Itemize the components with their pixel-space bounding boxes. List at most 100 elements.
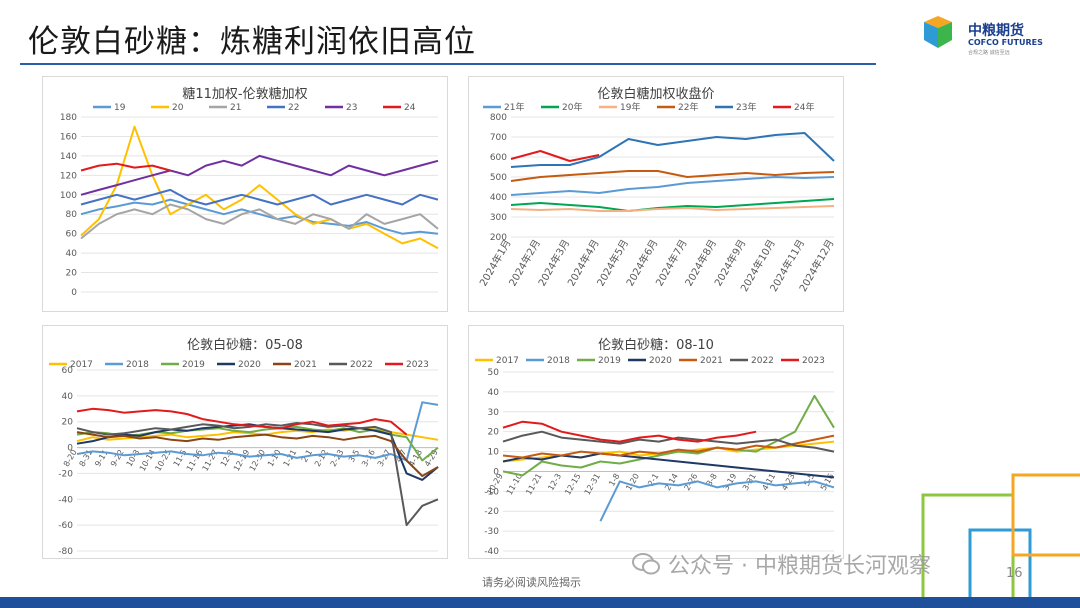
chart-panel-c3: 伦敦白砂糖：05-08 -80 -60 -40 -20 0 20 40 60 8-20 8-31 9…: [42, 325, 448, 559]
series-line-2023: [502, 420, 757, 443]
title-rule: [20, 63, 876, 65]
bottom-bar: [0, 597, 1080, 608]
y-tick-label: 10: [488, 448, 500, 458]
series-line-2018: [599, 480, 835, 522]
series-line-21: [80, 203, 439, 240]
series-line-2023: [76, 407, 408, 436]
y-tick-label: 700: [490, 133, 507, 143]
series-line-2022: [502, 430, 835, 453]
legend-label: 19: [114, 103, 126, 113]
legend-label: 22年: [678, 101, 698, 113]
y-tick-label: 80: [66, 210, 78, 220]
y-tick-label: 20: [488, 428, 500, 438]
legend-label: 2018: [547, 356, 570, 366]
wechat-icon: [632, 553, 660, 575]
y-tick-label: 60: [62, 366, 74, 376]
y-tick-label: 40: [62, 392, 74, 402]
series-line-23: [80, 154, 439, 196]
y-tick-label: 140: [60, 152, 77, 162]
y-tick-label: -80: [58, 547, 73, 557]
y-tick-label: 60: [66, 230, 78, 240]
legend-label: 22: [288, 103, 299, 113]
y-tick-label: 0: [71, 288, 77, 298]
legend-label: 2018: [126, 360, 149, 370]
watermark-text: 公众号 · 中粮期货长河观察: [668, 554, 931, 579]
y-tick-label: -40: [484, 547, 499, 557]
x-tick-label: 3-27: [376, 448, 393, 468]
x-tick-label: 12-3: [546, 472, 563, 492]
legend-label: 2017: [70, 360, 93, 370]
legend-label: 24: [404, 103, 416, 113]
x-tick-label: 11-21: [524, 472, 543, 497]
series-line-22年: [510, 170, 835, 182]
legend-label: 2020: [238, 360, 261, 370]
legend-label: 2019: [598, 356, 621, 366]
logo-sub-text: 合规之路 诚信至远: [968, 50, 1010, 56]
y-tick-label: -10: [484, 487, 499, 497]
y-tick-label: 600: [490, 153, 507, 163]
y-tick-label: 500: [490, 173, 507, 183]
x-tick-label: 4-23: [780, 472, 797, 492]
logo-cn-text: 中粮期货: [968, 23, 1024, 39]
chart-c1: 0 20 40 60 80 100 120 140 160 180 19 20 21 22 23 24: [60, 103, 439, 298]
legend-label: 2021: [700, 356, 723, 366]
legend-label: 2023: [802, 356, 825, 366]
x-tick-label: 12-30: [248, 448, 267, 473]
y-tick-label: -60: [58, 521, 73, 531]
y-tick-label: 300: [490, 213, 507, 223]
slide-title: 伦敦白砂糖：炼糖利润依旧高位: [28, 24, 476, 60]
y-tick-label: 20: [66, 269, 78, 279]
legend-label: 2023: [406, 360, 429, 370]
legend-label: 2017: [496, 356, 519, 366]
y-tick-label: -40: [58, 495, 73, 505]
y-tick-label: 160: [60, 132, 77, 142]
series-line-21年: [510, 176, 835, 196]
x-tick-label: 1-10: [266, 448, 283, 468]
legend-label: 20年: [562, 101, 582, 113]
series-line-2021: [502, 434, 835, 459]
y-tick-label: 20: [62, 418, 74, 428]
legend-label: 2019: [182, 360, 205, 370]
series-line-2018: [76, 401, 439, 462]
x-tick-label: 10-29: [485, 472, 504, 497]
chart-panel-c2: 伦敦白糖加权收盘价 200 300 400 500 600 700 800 2024年1月 20…: [468, 76, 844, 312]
y-tick-label: 200: [490, 233, 507, 243]
y-tick-label: 30: [488, 408, 500, 418]
series-line-2021: [76, 431, 439, 477]
logo-en-text: COFCO FUTURES: [968, 38, 1043, 47]
x-tick-label: 1-20: [624, 472, 641, 492]
y-tick-label: 0: [493, 467, 499, 477]
x-tick-label: 2-23: [329, 448, 346, 468]
legend-label: 21年: [504, 101, 524, 113]
legend-label: 2020: [649, 356, 672, 366]
legend-label: 23: [346, 103, 357, 113]
y-tick-label: 180: [60, 113, 77, 123]
x-tick-label: 2-14: [663, 472, 680, 492]
x-tick-label: 12-31: [583, 472, 602, 497]
page-number: 16: [1006, 566, 1023, 581]
y-tick-label: 40: [66, 249, 78, 259]
legend-label: 24年: [794, 101, 814, 113]
chart-title: 伦敦白砂糖：08-10: [598, 338, 714, 353]
legend-label: 23年: [736, 101, 756, 113]
y-tick-label: -20: [58, 469, 73, 479]
series-line-20: [80, 125, 439, 250]
legend-label: 20: [172, 103, 184, 113]
chart-c2: 2003004005006007008002024年1月2024年2月2024年…: [476, 101, 836, 294]
x-tick-label: 11-27: [201, 448, 220, 473]
y-tick-label: 120: [60, 171, 77, 181]
y-tick-label: -30: [484, 527, 499, 537]
legend-label: 2021: [294, 360, 317, 370]
chart-title: 伦敦白砂糖：05-08: [187, 338, 303, 353]
decor-frames: [921, 473, 1080, 600]
chart-c3: -80-60-40-2002040608-208-319-119-2210-31…: [49, 360, 440, 557]
x-tick-label: 8-20: [62, 448, 79, 468]
x-tick-label: 2-12: [313, 448, 330, 468]
y-tick-label: 0: [67, 444, 73, 454]
series-line-19: [80, 198, 439, 235]
legend-label: 19年: [620, 101, 640, 113]
series-line-22: [80, 188, 439, 206]
y-tick-label: 400: [490, 193, 507, 203]
y-tick-label: -20: [484, 507, 499, 517]
legend-label: 2022: [350, 360, 373, 370]
